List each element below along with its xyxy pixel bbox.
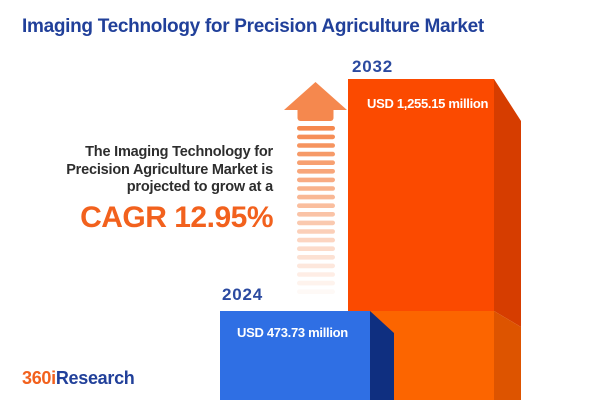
year-label-2024: 2024 [222,285,264,304]
cagr-value: CAGR 12.95% [80,200,273,234]
description-block: The Imaging Technology for Precision Agr… [0,144,273,235]
bar-value-2032: USD 1,255.15 million [367,96,489,111]
brand-logo-360i: 360i [22,368,56,388]
bar-2032-side-lower [494,311,521,400]
bar-2032-side-upper [494,79,521,327]
growth-arrow-icon [284,82,347,294]
brand-logo-research: Research [55,368,135,388]
bar-value-2024: USD 473.73 million [237,325,348,340]
description-line-1: The Imaging Technology for [85,144,273,160]
bar-2024-front [220,311,370,400]
growth-arrow-head [284,82,347,110]
brand-logo: 360iResearch [22,368,135,389]
description-line-3: projected to grow at a [126,179,273,195]
growth-arrow-stem [297,103,334,121]
growth-arrow-dashes [297,126,335,294]
description-line-2: Precision Agriculture Market is [66,161,273,178]
year-label-2032: 2032 [352,57,394,76]
bar-2024-side [370,311,394,400]
bar-2032-front-upper [348,79,494,311]
page-title: Imaging Technology for Precision Agricul… [22,16,484,37]
